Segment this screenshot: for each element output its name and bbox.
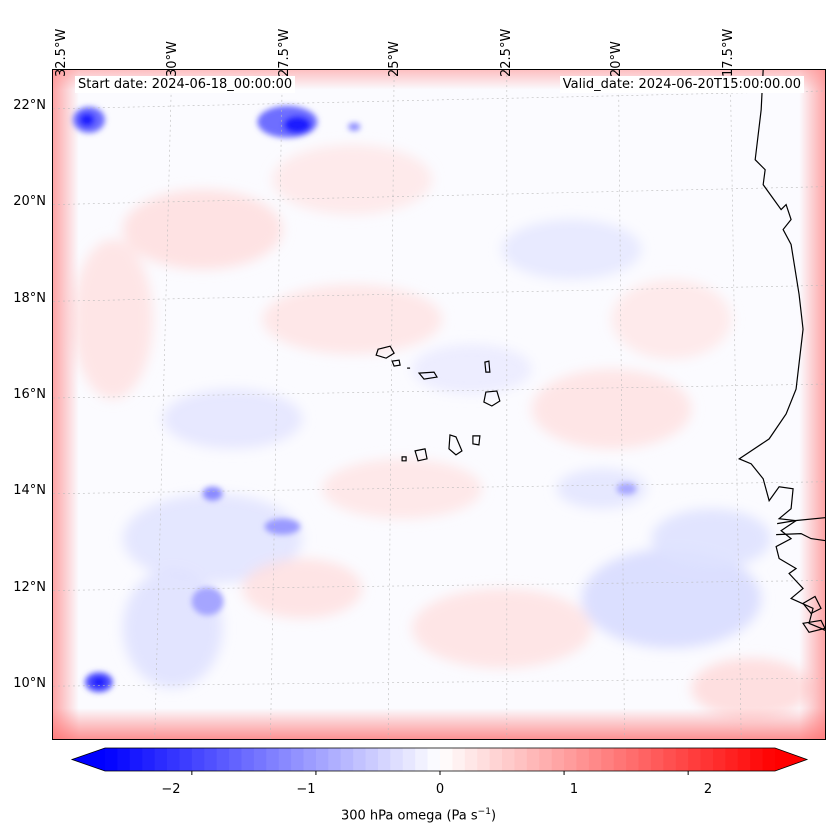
strong-upward-motion-cores xyxy=(72,105,637,693)
graticule xyxy=(53,70,825,739)
colorbar-segment xyxy=(675,748,689,771)
longitude-label: 25°W xyxy=(387,41,402,77)
colorbar-segment xyxy=(377,748,391,771)
colorbar-segment xyxy=(105,748,119,771)
colorbar-segment xyxy=(179,748,193,771)
colorbar-segment xyxy=(737,748,751,771)
longitude-label: 30°W xyxy=(165,41,180,77)
colorbar-segment xyxy=(539,748,553,771)
colorbar-segment xyxy=(576,748,590,771)
colorbar-tick-label: −1 xyxy=(296,782,316,797)
colorbar-segment xyxy=(489,748,503,771)
colorbar-segment xyxy=(551,748,565,771)
longitude-label: 20°W xyxy=(609,41,624,77)
start-date-label: Start date: 2024-06-18_00:00:00 xyxy=(75,76,296,93)
omega-field-map xyxy=(53,70,825,739)
edge-band-right xyxy=(799,70,825,739)
colorbar-title-exponent: −1 xyxy=(477,807,491,817)
colorbar-tick-label: 2 xyxy=(703,782,713,797)
colorbar-segment xyxy=(278,748,292,771)
colorbar-segment xyxy=(750,748,764,771)
colorbar-extend-max xyxy=(775,748,807,771)
colorbar-segment xyxy=(700,748,714,771)
colorbar-segment xyxy=(216,748,230,771)
colorbar-segment xyxy=(315,748,329,771)
edge-band-bottom xyxy=(53,708,825,739)
colorbar-segment xyxy=(613,748,627,771)
colorbar-segment xyxy=(340,748,354,771)
colorbar-segment xyxy=(564,748,578,771)
colorbar-segment xyxy=(154,748,168,771)
latitude-label: 10°N xyxy=(13,676,46,691)
colorbar-segment xyxy=(204,748,218,771)
colorbar-segment xyxy=(526,748,540,771)
colorbar-segment xyxy=(626,748,640,771)
latitude-label: 12°N xyxy=(13,580,46,595)
cape-verde-islands xyxy=(375,345,501,462)
map-panel xyxy=(52,69,826,740)
valid-date-label: Valid_date: 2024-06-20T15:00:00.00 xyxy=(559,76,804,93)
colorbar-segment xyxy=(390,748,404,771)
colorbar-segment xyxy=(365,748,379,771)
colorbar-outline xyxy=(70,747,809,772)
colorbar-segment xyxy=(601,748,615,771)
colorbar-extend-min xyxy=(72,748,105,771)
colorbar-segment xyxy=(353,748,367,771)
colorbar-segment xyxy=(402,748,416,771)
colorbar-segment xyxy=(167,748,181,771)
colorbar-segment xyxy=(415,748,429,771)
colorbar-segment xyxy=(117,748,131,771)
colorbar-segment xyxy=(142,748,156,771)
latitude-label: 20°N xyxy=(13,194,46,209)
colorbar-segment xyxy=(514,748,528,771)
colorbar-segment xyxy=(502,748,516,771)
colorbar-graphic xyxy=(70,747,809,775)
colorbar-tick-label: −2 xyxy=(161,782,181,797)
longitude-label: 27.5°W xyxy=(277,28,292,77)
colorbar-segment xyxy=(477,748,491,771)
longitude-label: 17.5°W xyxy=(721,28,736,77)
longitude-label: 32.5°W xyxy=(54,28,69,77)
colorbar-segment xyxy=(303,748,317,771)
latitude-label: 16°N xyxy=(13,387,46,402)
latitude-label: 22°N xyxy=(13,98,46,113)
colorbar-segment xyxy=(725,748,739,771)
colorbar-segment xyxy=(191,748,205,771)
colorbar-segment xyxy=(712,748,726,771)
colorbar-segment xyxy=(464,748,478,771)
colorbar-segment xyxy=(588,748,602,771)
colorbar-title-text: 300 hPa omega (Pa s xyxy=(340,808,478,824)
colorbar-segment xyxy=(638,748,652,771)
colorbar-segment xyxy=(291,748,305,771)
colorbar-segment xyxy=(663,748,677,771)
colorbar-segment xyxy=(762,748,776,771)
latitude-label: 18°N xyxy=(13,291,46,306)
coastline xyxy=(737,70,825,634)
edge-band-left xyxy=(53,70,79,739)
colorbar-segment xyxy=(129,748,143,771)
colorbar-segment xyxy=(452,748,466,771)
omega-patches xyxy=(72,144,812,719)
colorbar-segment xyxy=(427,748,441,771)
colorbar-segment xyxy=(650,748,664,771)
latitude-label: 14°N xyxy=(13,483,46,498)
colorbar-title: 300 hPa omega (Pa s−1) xyxy=(0,807,837,823)
colorbar: −2 −1 0 1 2 300 hPa omega (Pa s−1) xyxy=(0,740,837,839)
colorbar-segment xyxy=(266,748,280,771)
colorbar-segment xyxy=(253,748,267,771)
colorbar-segment xyxy=(241,748,255,771)
colorbar-title-close: ) xyxy=(490,808,497,824)
colorbar-segment xyxy=(688,748,702,771)
colorbar-segment xyxy=(440,748,454,771)
colorbar-segment xyxy=(229,748,243,771)
colorbar-tick-label: 1 xyxy=(569,782,579,797)
longitude-label: 22.5°W xyxy=(499,28,514,77)
colorbar-segment xyxy=(328,748,342,771)
colorbar-tick-label: 0 xyxy=(435,782,445,797)
